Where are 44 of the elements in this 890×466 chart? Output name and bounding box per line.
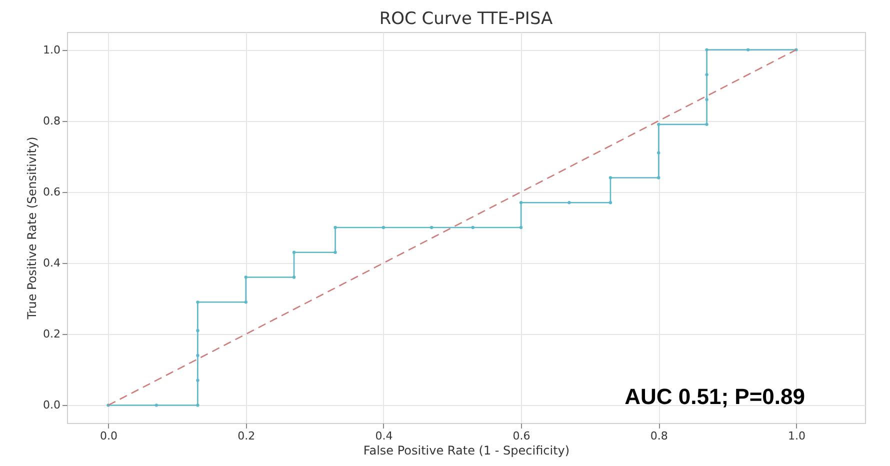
- x-tick-label: 0.0: [100, 430, 118, 442]
- y-tick-label: 0.8: [43, 114, 60, 128]
- point: [382, 226, 386, 230]
- point: [196, 329, 200, 332]
- point: [705, 73, 708, 76]
- x-tick-label: 0.2: [238, 430, 256, 442]
- point: [705, 48, 708, 52]
- point: [746, 48, 750, 52]
- point: [568, 201, 571, 204]
- point: [657, 122, 660, 126]
- point: [154, 404, 158, 407]
- point: [196, 378, 200, 382]
- y-tick-label: 1.0: [43, 43, 60, 56]
- x-axis-title: False Positive Rate (1 - Specificity): [363, 444, 570, 458]
- point: [705, 122, 708, 126]
- y-tick-label: 0.2: [43, 328, 60, 341]
- point: [519, 201, 523, 204]
- x-tick-label: 0.8: [650, 430, 668, 442]
- point: [334, 226, 337, 230]
- point: [334, 250, 337, 254]
- x-tick-label: 0.4: [375, 430, 393, 442]
- point: [292, 250, 296, 254]
- y-tick-label: 0.4: [43, 256, 60, 270]
- point: [244, 276, 248, 279]
- point: [519, 226, 523, 230]
- point: [471, 226, 474, 230]
- point: [608, 176, 612, 180]
- point: [608, 201, 612, 204]
- point: [657, 176, 660, 180]
- point: [196, 300, 200, 304]
- point: [292, 276, 296, 279]
- point: [244, 300, 248, 304]
- point: [430, 226, 434, 230]
- y-tick-label: 0.6: [43, 185, 60, 198]
- point: [657, 151, 660, 154]
- y-axis-title: True Positive Rate (Sensitivity): [25, 136, 40, 320]
- point: [196, 404, 200, 407]
- y-tick-label: 0.0: [43, 398, 60, 412]
- x-tick-label: 0.6: [512, 430, 530, 442]
- point: [196, 354, 200, 358]
- point: [705, 98, 708, 102]
- x-tick-label: 1.0: [788, 430, 806, 442]
- annotation: AUC 0.51; P=0.89: [624, 384, 805, 409]
- chart-title: ROC Curve TTE-PISA: [379, 9, 554, 29]
